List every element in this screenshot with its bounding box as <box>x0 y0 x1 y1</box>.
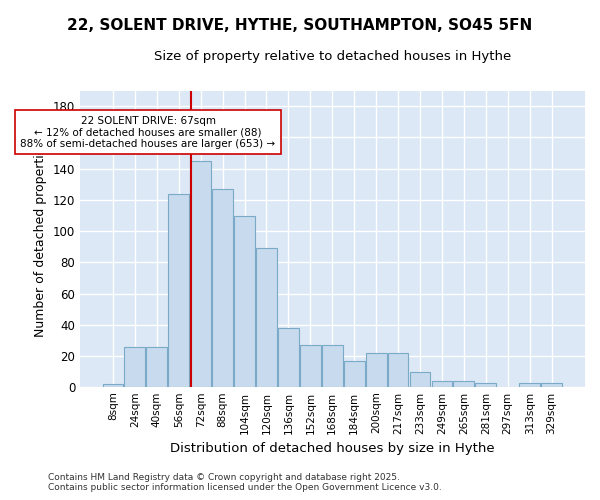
Bar <box>366 353 386 388</box>
Bar <box>410 372 430 388</box>
Bar <box>212 189 233 388</box>
Bar <box>388 353 409 388</box>
Text: Contains HM Land Registry data © Crown copyright and database right 2025.
Contai: Contains HM Land Registry data © Crown c… <box>48 473 442 492</box>
Y-axis label: Number of detached properties: Number of detached properties <box>34 140 47 338</box>
Bar <box>475 382 496 388</box>
Bar <box>431 381 452 388</box>
Text: 22, SOLENT DRIVE, HYTHE, SOUTHAMPTON, SO45 5FN: 22, SOLENT DRIVE, HYTHE, SOUTHAMPTON, SO… <box>67 18 533 32</box>
Bar <box>146 347 167 388</box>
Bar <box>454 381 474 388</box>
Bar <box>234 216 255 388</box>
Title: Size of property relative to detached houses in Hythe: Size of property relative to detached ho… <box>154 50 511 63</box>
X-axis label: Distribution of detached houses by size in Hythe: Distribution of detached houses by size … <box>170 442 494 455</box>
Bar <box>344 361 365 388</box>
Bar <box>519 382 540 388</box>
Bar <box>300 345 321 388</box>
Bar <box>322 345 343 388</box>
Text: 22 SOLENT DRIVE: 67sqm
← 12% of detached houses are smaller (88)
88% of semi-det: 22 SOLENT DRIVE: 67sqm ← 12% of detached… <box>20 116 275 149</box>
Bar <box>256 248 277 388</box>
Bar <box>169 194 189 388</box>
Bar <box>103 384 124 388</box>
Bar <box>124 347 145 388</box>
Bar <box>278 328 299 388</box>
Bar <box>190 161 211 388</box>
Bar <box>541 382 562 388</box>
